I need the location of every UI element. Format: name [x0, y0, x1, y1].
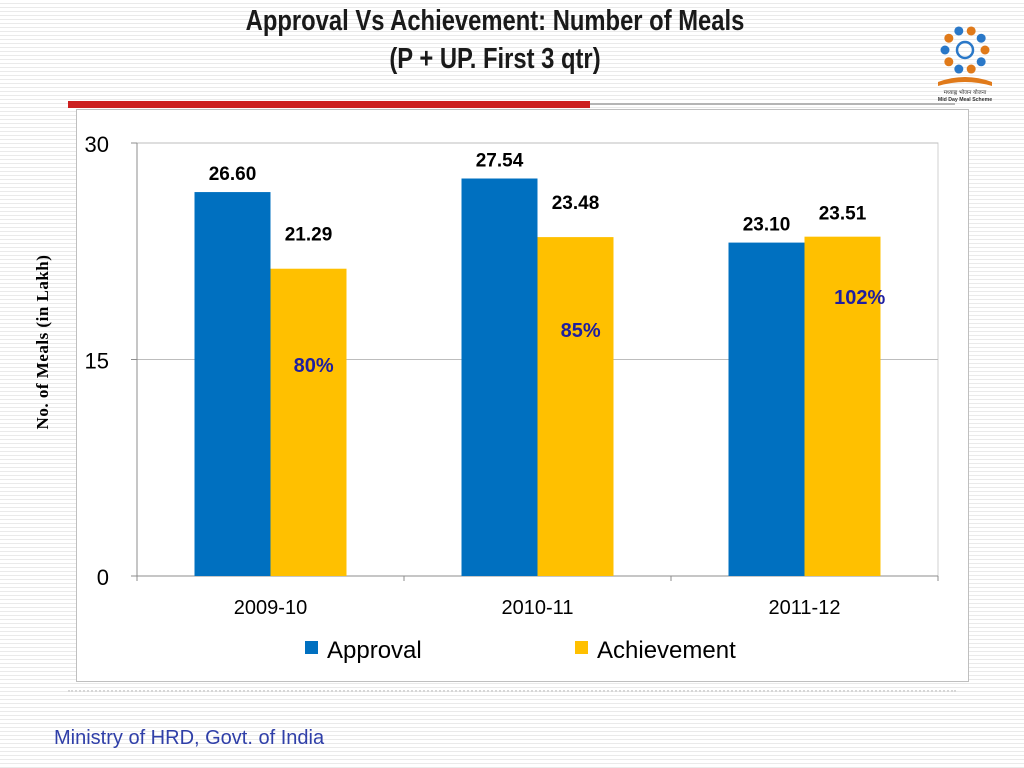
- bar-achievement-2009-10[interactable]: [270, 268, 347, 576]
- logo-text-english: Mid Day Meal Scheme: [938, 97, 992, 103]
- logo-ring: [940, 26, 990, 74]
- legend-swatch-approval: [305, 641, 318, 654]
- logo-figure: [954, 26, 964, 36]
- data-label: 23.48: [552, 193, 600, 214]
- footer-text: Ministry of HRD, Govt. of India: [54, 727, 325, 749]
- y-axis-label: No. of Meals (in Lakh): [33, 254, 52, 430]
- logo-figure: [940, 45, 950, 55]
- title-underline-red: [68, 101, 590, 108]
- logo-figure: [966, 26, 976, 36]
- title-line-2: (P + UP. First 3 qtr): [389, 43, 601, 75]
- chart-area: 0 15 30 26.60 21.29 2009-10 27.54 23.48 2010-11 2…: [76, 109, 969, 682]
- bar-chart: 0 15 30 26.60 21.29 2009-10 27.54 23.48 2010-11 2…: [85, 132, 939, 664]
- legend-swatch-achievement: [575, 641, 588, 654]
- percent-annotation: 85%: [561, 320, 601, 342]
- book-icon: [938, 77, 992, 86]
- logo-figure: [954, 64, 964, 74]
- data-label: 23.10: [743, 215, 791, 236]
- logo-figure: [976, 33, 986, 43]
- y-tick-label: 15: [85, 349, 109, 374]
- title-line-1: Approval Vs Achievement: Number of Meals: [245, 5, 745, 37]
- bar-approval-2011-12[interactable]: [728, 242, 805, 576]
- logo-figure: [980, 45, 990, 55]
- logo-figure: [976, 57, 986, 67]
- footer-divider: [68, 690, 956, 692]
- x-tick-label: 2009-10: [234, 597, 307, 619]
- percent-annotation: 80%: [294, 355, 334, 377]
- logo-figure: [966, 64, 976, 74]
- mid-day-meal-logo: मध्याह्न भोजन योजना Mid Day Meal Scheme: [938, 26, 992, 103]
- logo-figure: [944, 57, 954, 67]
- data-label: 27.54: [476, 151, 524, 172]
- data-label: 23.51: [819, 204, 867, 225]
- y-tick-label: 30: [85, 132, 109, 157]
- chart-title: Approval Vs Achievement: Number of Meals…: [171, 2, 819, 78]
- data-label: 21.29: [285, 225, 333, 246]
- bar-achievement-2010-11[interactable]: [537, 237, 614, 576]
- x-tick-label: 2011-12: [769, 597, 841, 619]
- logo-figure: [944, 33, 954, 43]
- legend-label-approval: Approval: [327, 637, 422, 664]
- percent-annotation: 102%: [834, 287, 885, 309]
- bar-approval-2010-11[interactable]: [461, 178, 538, 577]
- logo-text-hindi: मध्याह्न भोजन योजना: [944, 89, 987, 96]
- legend-label-achievement: Achievement: [597, 637, 736, 664]
- x-tick-label: 2010-11: [502, 597, 574, 619]
- bar-approval-2009-10[interactable]: [194, 192, 271, 576]
- y-tick-label: 0: [97, 565, 109, 590]
- logo-core: [955, 40, 975, 60]
- title-underline-gray: [590, 103, 955, 105]
- bar-achievement-2011-12[interactable]: [804, 236, 881, 576]
- data-label: 26.60: [209, 164, 257, 185]
